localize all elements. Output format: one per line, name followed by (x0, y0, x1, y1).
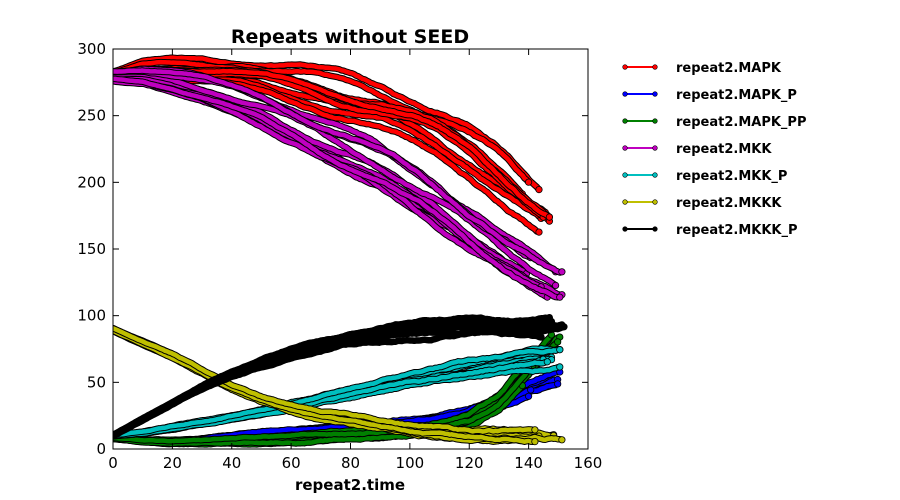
series-run-line (113, 76, 563, 300)
x-tick-label: 80 (341, 454, 360, 472)
legend-swatch-marker (622, 145, 628, 151)
chart-title: Repeats without SEED (231, 26, 469, 48)
series-repeat2-mkk_p (113, 345, 564, 440)
legend-label: repeat2.MAPK_P (676, 88, 797, 103)
legend-swatch-marker (652, 199, 658, 205)
y-tick-label: 50 (87, 373, 106, 391)
legend-swatch-marker (622, 118, 628, 124)
y-tick-label: 300 (77, 40, 106, 58)
legend-entry: repeat2.MAPK_PP (622, 115, 806, 130)
series-run-line (113, 55, 542, 192)
x-tick-label: 60 (282, 454, 301, 472)
series-run-line (113, 59, 531, 185)
series-run-line (113, 326, 538, 434)
x-tick-label: 40 (222, 454, 241, 472)
series-run-endpoint (524, 178, 533, 186)
legend-label: repeat2.MKK (676, 142, 772, 157)
series-run-endpoint (531, 426, 539, 434)
legend-swatch-marker (652, 145, 658, 151)
x-tick-label: 100 (396, 454, 425, 472)
series-run-line (113, 328, 538, 444)
legend-swatch-marker (622, 91, 628, 97)
series-run-endpoint (537, 333, 545, 341)
series-run-endpoint (556, 363, 564, 371)
series-repeat2-mkkk (113, 324, 566, 446)
series-run-endpoint (522, 322, 531, 330)
plot-area (113, 54, 568, 448)
series-run-endpoint (558, 436, 566, 444)
y-tick-label: 150 (77, 240, 106, 258)
series-run-endpoint (558, 268, 566, 276)
series-run-line (113, 347, 563, 438)
x-tick-label: 0 (108, 454, 118, 472)
series-repeat2-mkkk_p (113, 313, 568, 440)
x-tick-label: 160 (574, 454, 603, 472)
legend-swatch-marker (622, 199, 628, 205)
series-run-endpoint (556, 346, 564, 354)
series-run-endpoint (535, 228, 543, 236)
legend-swatch-marker (622, 172, 628, 178)
series-run-endpoint (556, 293, 564, 301)
x-tick-label: 140 (514, 454, 543, 472)
series-run-endpoint (551, 281, 560, 289)
series-run-endpoint (554, 380, 562, 388)
series-run-line (113, 363, 536, 444)
legend-swatch-marker (652, 64, 658, 70)
legend-swatch-marker (652, 118, 658, 124)
series-run-endpoint (543, 358, 551, 366)
legend-swatch-marker (652, 91, 658, 97)
legend-swatch-marker (652, 172, 658, 178)
legend-label: repeat2.MAPK (676, 61, 782, 76)
y-tick-label: 200 (77, 173, 106, 191)
legend-label: repeat2.MKKK_P (676, 223, 798, 238)
legend-swatch-marker (622, 226, 628, 232)
y-tick-label: 100 (77, 307, 106, 325)
series-run-endpoint (531, 437, 539, 446)
legend-swatch-marker (652, 226, 658, 232)
legend-label: repeat2.MAPK_PP (676, 115, 806, 130)
series-repeat2-mapk_pp (113, 331, 564, 448)
x-tick-label: 20 (163, 454, 182, 472)
series-repeat2-mkk (113, 65, 566, 301)
y-tick-label: 250 (77, 107, 106, 125)
legend-entry: repeat2.MKK_P (622, 169, 787, 184)
legend-entry: repeat2.MAPK (622, 61, 782, 76)
legend: repeat2.MAPK repeat2.MAPK_P repeat2.MAPK_P… (622, 61, 806, 238)
series-run-endpoint (545, 213, 554, 221)
x-tick-label: 120 (455, 454, 484, 472)
legend-entry: repeat2.MKKK (622, 196, 782, 211)
series-run-endpoint (558, 321, 566, 329)
legend-label: repeat2.MKKK (676, 196, 782, 211)
legend-entry: repeat2.MKK (622, 142, 772, 157)
legend-label: repeat2.MKK_P (676, 169, 787, 184)
legend-entry: repeat2.MKKK_P (622, 223, 798, 238)
series-run-endpoint (554, 338, 562, 346)
series-run-endpoint (524, 392, 533, 400)
axis-ticks: 0 20 40 60 80 100 120 140 160 0 50 100 150 200 250 300 (77, 40, 602, 472)
legend-swatch-marker (622, 64, 628, 70)
series-run-line (113, 71, 558, 288)
series-run-line (113, 323, 529, 439)
series-run-endpoint (535, 186, 543, 194)
x-axis-label: repeat2.time (295, 476, 405, 494)
y-tick-label: 0 (96, 440, 106, 458)
legend-entry: repeat2.MAPK_P (622, 88, 797, 103)
series-run-line (113, 68, 565, 275)
